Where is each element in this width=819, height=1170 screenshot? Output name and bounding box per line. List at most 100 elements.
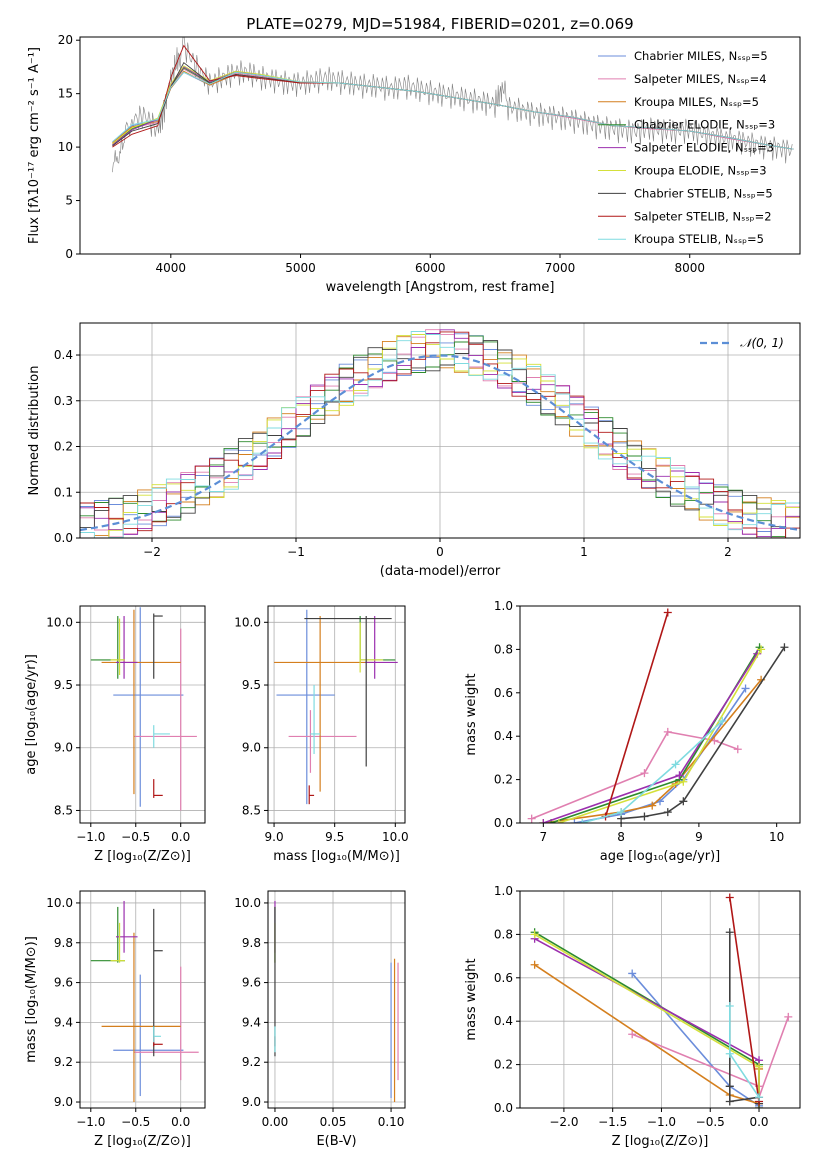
point-marker: [617, 808, 626, 817]
point-marker: [675, 771, 684, 780]
point-marker: [663, 608, 672, 617]
y-tick-label: 10.0: [234, 615, 261, 629]
x-tick-label: 10.0: [382, 830, 409, 844]
legend: 𝒩(0, 1): [700, 336, 784, 350]
weight-line-6: [729, 932, 760, 1104]
point-marker: [725, 1097, 734, 1106]
error-bar-3: [359, 616, 396, 663]
error-bar-5: [110, 618, 125, 675]
error-bar-6: [153, 613, 163, 679]
y-tick-label: 9.4: [54, 1015, 73, 1029]
error-bar-2: [101, 932, 181, 1103]
plot-area: [274, 609, 398, 805]
x-tick-label: −0.5: [121, 1115, 150, 1129]
point-marker: [640, 769, 649, 778]
point-marker: [784, 1012, 793, 1021]
point-marker: [530, 960, 539, 969]
x-axis-label: wavelength [Angstrom, rest frame]: [326, 280, 555, 295]
point-marker: [663, 808, 672, 817]
y-tick-label: 8.5: [242, 803, 261, 817]
plot-area: [90, 900, 199, 1103]
x-tick-label: 0: [436, 545, 444, 559]
y-tick-label: 8.5: [54, 803, 73, 817]
x-axis-label: mass [log₁₀(M/M⊙)]: [273, 849, 400, 864]
y-tick-label: 10.0: [234, 896, 261, 910]
legend-label: Salpeter MILES, Nₛₛₚ=4: [634, 72, 767, 86]
y-tick-label: 0.3: [54, 394, 73, 408]
x-tick-label: −1.5: [598, 1115, 627, 1129]
y-tick-label: 0: [65, 247, 73, 261]
y-axis-label: Flux [fλ10⁻¹⁷ erg cm⁻² s⁻¹ A⁻¹]: [27, 47, 42, 244]
x-tick-label: 9.5: [325, 830, 344, 844]
legend-label: Salpeter ELODIE, Nₛₛₚ=3: [634, 141, 774, 155]
weight-line-4: [534, 937, 760, 1108]
histogram-step-6: [80, 340, 800, 538]
point-marker: [628, 969, 637, 978]
figure-title: PLATE=0279, MJD=51984, FIBERID=0201, z=0…: [246, 15, 633, 33]
point-marker: [755, 1093, 764, 1102]
x-tick-label: 5000: [285, 261, 316, 275]
point-marker: [780, 643, 789, 652]
legend-label: Chabrier ELODIE, Nₛₛₚ=3: [634, 118, 775, 132]
legend-label: Chabrier STELIB, Nₛₛₚ=5: [634, 186, 773, 200]
error-bar-6: [304, 616, 392, 767]
x-tick-label: 0.0: [171, 1115, 190, 1129]
point-marker: [755, 1062, 764, 1071]
y-tick-label: 10.0: [46, 615, 73, 629]
legend-label: Kroupa MILES, Nₛₛₚ=5: [634, 95, 759, 109]
y-tick-label: 20: [58, 33, 73, 47]
error-bar-7: [153, 1036, 163, 1047]
error-bar-7: [308, 785, 315, 805]
y-tick-label: 9.5: [242, 678, 261, 692]
y-tick-label: 9.0: [54, 1095, 73, 1109]
model-line-8: [112, 71, 794, 150]
model-line-3: [112, 67, 535, 146]
histogram-step-3: [80, 335, 800, 538]
x-tick-label: 0.10: [378, 1115, 405, 1129]
y-tick-label: 5: [65, 194, 73, 208]
x-tick-label: −1.0: [76, 830, 105, 844]
chart-panel-weight-vs-Z: −2.0 −1.5 −1.0 −0.5 0.0 0.0 0.2 0.4 0.6 0.8 1.0 Z […: [464, 884, 801, 1149]
y-tick-label: 0.2: [54, 440, 73, 454]
y-tick-label: 1.0: [494, 599, 513, 613]
error-bar-8: [310, 685, 321, 755]
point-marker: [539, 819, 548, 823]
x-tick-label: 6000: [415, 261, 446, 275]
chart-panel-age-vs-Z: −1.0 −0.5 0.0 8.5 9.0 9.5 10.0 Z [log₁₀(Z/Z⊙)] a…: [24, 605, 206, 864]
y-tick-label: 0.2: [494, 1058, 513, 1072]
plot-area: [530, 893, 793, 1108]
y-tick-label: 0.0: [494, 1101, 513, 1115]
y-tick-label: 0.2: [494, 773, 513, 787]
legend-label: 𝒩(0, 1): [740, 336, 784, 350]
point-marker: [570, 819, 579, 823]
x-tick-label: 8000: [674, 261, 705, 275]
point-marker: [733, 745, 742, 754]
y-tick-label: 0.4: [494, 1014, 513, 1028]
y-tick-label: 9.5: [54, 678, 73, 692]
point-marker: [725, 928, 734, 937]
x-tick-label: −0.5: [696, 1115, 725, 1129]
x-tick-label: −0.5: [121, 830, 150, 844]
x-axis-label: age [log₁₀(age/yr)]: [600, 849, 721, 864]
point-marker: [663, 727, 672, 736]
error-bar-1: [288, 710, 357, 773]
y-tick-label: 15: [58, 87, 73, 101]
x-tick-label: 2: [724, 545, 732, 559]
chart-panel-mass-vs-Z: −1.0 −0.5 0.0 9.0 9.2 9.4 9.6 9.8 10.0 Z [log₁₀(Z…: [24, 890, 206, 1149]
x-tick-label: 9: [695, 830, 703, 844]
point-marker: [718, 717, 727, 726]
error-bar-7: [153, 779, 163, 798]
y-tick-label: 9.2: [54, 1055, 73, 1069]
point-marker: [671, 760, 680, 769]
axes-frame: [267, 605, 406, 824]
error-bar-8: [153, 1026, 161, 1043]
x-tick-label: −1.0: [76, 1115, 105, 1129]
y-tick-label: 9.0: [242, 741, 261, 755]
y-tick-label: 9.6: [242, 976, 261, 990]
y-axis-label: mass [log₁₀(M/M⊙)]: [24, 936, 39, 1063]
axes-frame: [519, 890, 801, 1109]
weight-line-7: [729, 897, 760, 1102]
axes-frame: [267, 890, 406, 1109]
y-tick-label: 10: [58, 140, 73, 154]
